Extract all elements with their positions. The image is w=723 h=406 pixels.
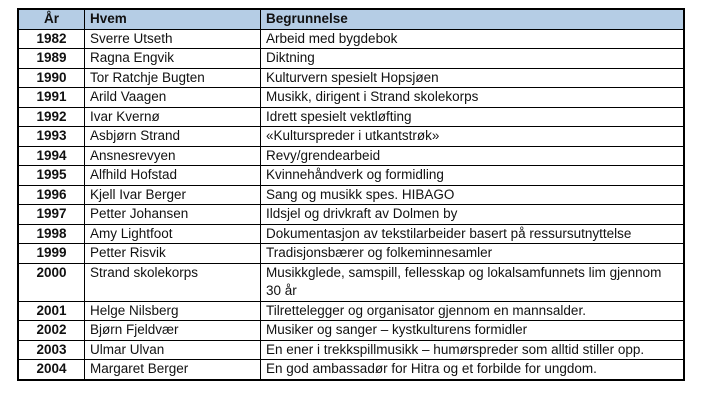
table-row: 2000 Strand skolekorps Musikkglede, sams… — [17, 262, 685, 302]
year-cell: 2003 — [17, 339, 85, 360]
year-cell: 1998 — [17, 223, 85, 244]
column-header-reason: Begrunnelse — [260, 8, 685, 30]
table-row: 1993 Asbjørn Strand «Kulturspreder i utk… — [17, 126, 685, 147]
who-cell: Ansnesrevyen — [84, 145, 261, 166]
awards-table: År Hvem Begrunnelse 1982 Sverre Utseth A… — [17, 8, 685, 381]
column-header-year: År — [17, 8, 85, 30]
reason-cell: Ildsjel og drivkraft av Dolmen by — [260, 204, 685, 225]
who-cell: Margaret Berger — [84, 359, 261, 380]
who-cell: Ragna Engvik — [84, 48, 261, 69]
table-row: 2001 Helge Nilsberg Tilrettelegger og or… — [17, 300, 685, 321]
reason-cell: Tradisjonsbærer og folkeminnesamler — [260, 243, 685, 264]
table-row: 1999 Petter Risvik Tradisjonsbærer og fo… — [17, 243, 685, 264]
who-cell: Ulmar Ulvan — [84, 339, 261, 360]
table-row: 1992 Ivar Kvernø Idrett spesielt vektløf… — [17, 106, 685, 127]
who-cell: Kjell Ivar Berger — [84, 184, 261, 205]
reason-cell: «Kulturspreder i utkantstrøk» — [260, 126, 685, 147]
who-cell: Asbjørn Strand — [84, 126, 261, 147]
reason-cell: Revy/grendearbeid — [260, 145, 685, 166]
table-row: 1991 Arild Vaagen Musikk, dirigent i Str… — [17, 87, 685, 108]
year-cell: 1991 — [17, 87, 85, 108]
reason-cell: Kvinnehåndverk og formidling — [260, 165, 685, 186]
reason-cell: Musikk, dirigent i Strand skolekorps — [260, 87, 685, 108]
year-cell: 1995 — [17, 165, 85, 186]
who-cell: Arild Vaagen — [84, 87, 261, 108]
year-cell: 2004 — [17, 359, 85, 380]
who-cell: Helge Nilsberg — [84, 300, 261, 321]
column-header-who: Hvem — [84, 8, 261, 30]
table-row: 1996 Kjell Ivar Berger Sang og musikk sp… — [17, 184, 685, 205]
table-row: 1995 Alfhild Hofstad Kvinnehåndverk og f… — [17, 165, 685, 186]
table-row: 1989 Ragna Engvik Diktning — [17, 48, 685, 69]
who-cell: Ivar Kvernø — [84, 106, 261, 127]
reason-cell: Idrett spesielt vektløfting — [260, 106, 685, 127]
year-cell: 1996 — [17, 184, 85, 205]
who-cell: Sverre Utseth — [84, 28, 261, 49]
year-cell: 1994 — [17, 145, 85, 166]
reason-cell: Musiker og sanger – kystkulturens formid… — [260, 320, 685, 341]
year-cell: 2002 — [17, 320, 85, 341]
year-cell: 1989 — [17, 48, 85, 69]
reason-cell: Sang og musikk spes. HIBAGO — [260, 184, 685, 205]
year-cell: 2001 — [17, 300, 85, 321]
who-cell: Amy Lightfoot — [84, 223, 261, 244]
who-cell: Tor Ratchje Bugten — [84, 67, 261, 88]
awards-table-container: År Hvem Begrunnelse 1982 Sverre Utseth A… — [17, 8, 685, 381]
year-cell: 1990 — [17, 67, 85, 88]
year-cell: 1997 — [17, 204, 85, 225]
table-row: 1994 Ansnesrevyen Revy/grendearbeid — [17, 145, 685, 166]
table-row: 2002 Bjørn Fjeldvær Musiker og sanger – … — [17, 320, 685, 341]
reason-cell: Diktning — [260, 48, 685, 69]
who-cell: Alfhild Hofstad — [84, 165, 261, 186]
table-row: 2004 Margaret Berger En god ambassadør f… — [17, 359, 685, 380]
reason-cell: Arbeid med bygdebok — [260, 28, 685, 49]
reason-cell: Dokumentasjon av tekstilarbeider basert … — [260, 223, 685, 244]
table-row: 2003 Ulmar Ulvan En ener i trekkspillmus… — [17, 339, 685, 360]
year-cell: 1982 — [17, 28, 85, 49]
header-row: År Hvem Begrunnelse — [17, 8, 685, 30]
reason-cell: Kulturvern spesielt Hopsjøen — [260, 67, 685, 88]
table-row: 1982 Sverre Utseth Arbeid med bygdebok — [17, 28, 685, 49]
who-cell: Petter Johansen — [84, 204, 261, 225]
reason-cell: En god ambassadør for Hitra og et forbil… — [260, 359, 685, 380]
year-cell: 1992 — [17, 106, 85, 127]
table-row: 1997 Petter Johansen Ildsjel og drivkraf… — [17, 204, 685, 225]
year-cell: 1999 — [17, 243, 85, 264]
year-cell: 1993 — [17, 126, 85, 147]
reason-cell: En ener i trekkspillmusikk – humørsprede… — [260, 339, 685, 360]
table-header: År Hvem Begrunnelse — [17, 8, 685, 30]
table-body: 1982 Sverre Utseth Arbeid med bygdebok 1… — [17, 28, 685, 380]
reason-cell: Tilrettelegger og organisator gjennom en… — [260, 300, 685, 321]
who-cell: Bjørn Fjeldvær — [84, 320, 261, 341]
table-row: 1998 Amy Lightfoot Dokumentasjon av teks… — [17, 223, 685, 244]
reason-cell: Musikkglede, samspill, fellesskap og lok… — [260, 262, 685, 302]
table-row: 1990 Tor Ratchje Bugten Kulturvern spesi… — [17, 67, 685, 88]
year-cell: 2000 — [17, 262, 85, 302]
who-cell: Strand skolekorps — [84, 262, 261, 302]
who-cell: Petter Risvik — [84, 243, 261, 264]
